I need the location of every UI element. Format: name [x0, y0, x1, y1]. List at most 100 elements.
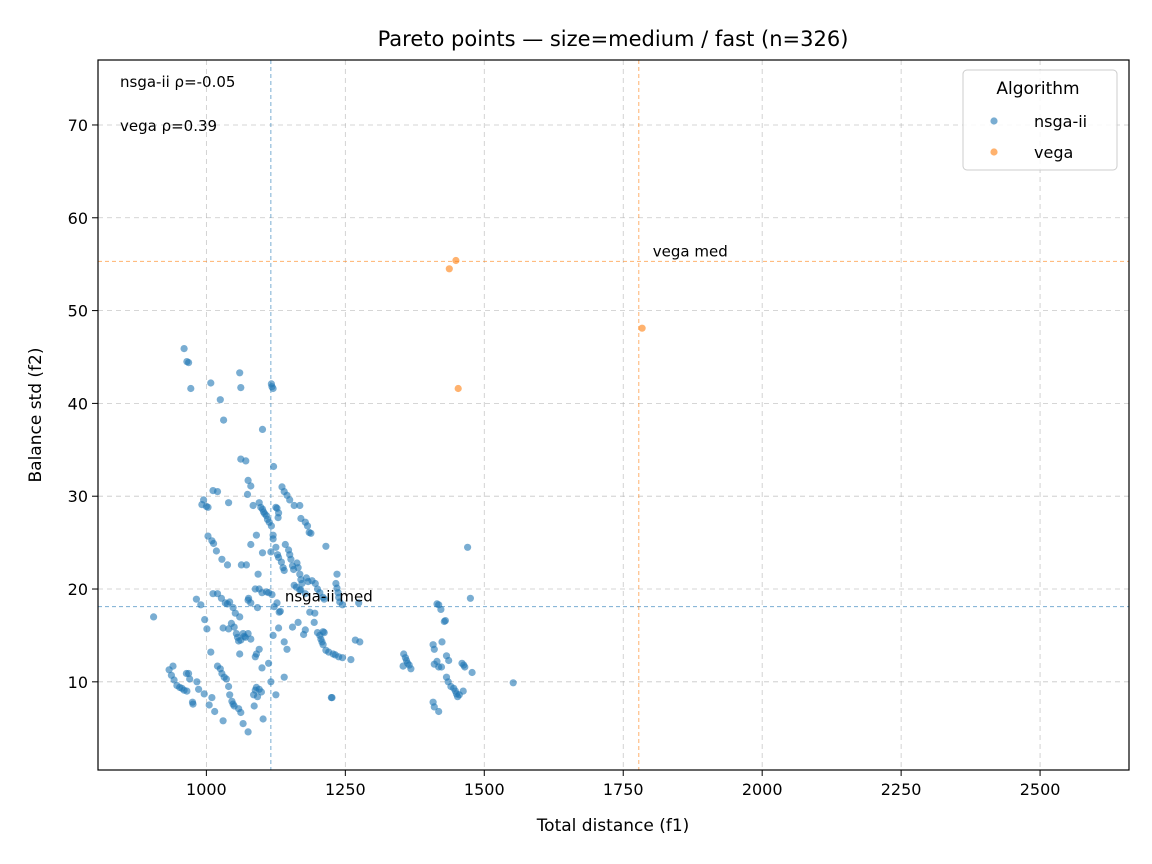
nsga-ii-point [193, 678, 201, 686]
nsga-ii-point [287, 555, 295, 563]
nsga-ii-point [286, 496, 294, 504]
nsga-ii-point [280, 566, 288, 575]
x-axis-label: Total distance (f1) [536, 816, 690, 836]
nsga-ii-point [258, 425, 267, 433]
nsga-ii-point [430, 703, 438, 711]
nsga-ii-point [242, 457, 250, 465]
nsga-ii-point [296, 501, 304, 510]
vega-points [445, 256, 646, 393]
nsga-ii-point [303, 522, 312, 530]
x-tick-label: 1500 [464, 780, 505, 799]
median-lines [98, 60, 1129, 770]
nsga-ii-point [222, 675, 230, 683]
nsga-ii-point [244, 476, 252, 484]
legend-marker-nsga-ii [990, 117, 998, 125]
x-tick-label: 1250 [325, 780, 366, 799]
nsga-ii-point [236, 650, 244, 658]
nsga-ii-point [296, 570, 304, 578]
vega-point [454, 384, 462, 393]
nsga-ii-point [459, 687, 467, 695]
legend-label-vega: vega [1034, 143, 1073, 162]
nsga-ii-point [311, 579, 319, 588]
nsga-ii-point [237, 384, 245, 392]
nsga-ii-point [310, 618, 318, 627]
nsga-ii-point [276, 607, 284, 615]
nsga-ii-point [464, 543, 472, 551]
y-tick-label: 40 [68, 394, 88, 413]
vega-correlation-label: vega ρ=0.39 [120, 117, 217, 135]
nsga-ii-point [254, 570, 262, 578]
vega-point [452, 256, 460, 265]
nsga-ii-point [270, 462, 278, 471]
nsga-ii-point [170, 676, 178, 684]
plot-frame [97, 59, 1130, 771]
nsga-ii-point [183, 687, 191, 695]
nsga-ii-point [180, 345, 188, 353]
nsga-ii-point [207, 379, 215, 387]
nsga-ii-point [437, 663, 446, 671]
nsga-ii-point [165, 666, 173, 674]
nsga-ii-point [338, 654, 347, 662]
nsga-ii-point [468, 668, 476, 677]
nsga-ii-point [244, 728, 252, 736]
nsga-ii-point [301, 590, 309, 598]
nsga-ii-point [210, 539, 218, 548]
nsga-ii-point [226, 598, 234, 606]
nsga-ii-point [247, 599, 255, 607]
x-tick-label: 2500 [1020, 780, 1061, 799]
nsga-ii-point [192, 595, 200, 603]
nsga-ii-point [280, 673, 288, 681]
nsga-ii-point [242, 561, 250, 569]
nsga-ii-point [189, 700, 197, 708]
nsga-ii-point [430, 645, 438, 653]
nsga-ii-point [281, 540, 289, 549]
nsga-ii-point [200, 690, 208, 698]
vega-median-label: vega med [653, 242, 728, 260]
x-tick-label: 1750 [603, 780, 644, 799]
nsga-ii-point [333, 570, 341, 578]
nsga-ii-point [255, 645, 263, 653]
nsga-ii-point [288, 623, 297, 631]
nsga-ii-point [237, 708, 245, 717]
nsga-ii-point [247, 635, 255, 643]
nsga-ii-point [195, 685, 203, 693]
nsga-ii-point [244, 630, 252, 638]
nsga-ii-point [298, 579, 306, 588]
legend-title: Algorithm [996, 79, 1079, 99]
y-tick-label: 70 [68, 116, 88, 135]
nsga-ii-point [204, 503, 212, 511]
nsga-ii-point [430, 660, 438, 668]
nsga-ii-point [249, 501, 257, 510]
nsga-ii-correlation-label: nsga-ii ρ=-0.05 [120, 73, 235, 91]
nsga-ii-point [294, 618, 302, 627]
nsga-ii-point [272, 543, 280, 551]
nsga-ii-point [185, 669, 193, 678]
legend: Algorithm nsga-ii vega [962, 69, 1118, 171]
y-tick-label: 10 [68, 673, 88, 692]
nsga-ii-point [223, 561, 232, 569]
legend-label-nsga-ii: nsga-ii [1034, 112, 1087, 131]
x-tick-label: 2000 [742, 780, 783, 799]
nsga-ii-point [509, 679, 517, 687]
nsga-ii-point [265, 659, 273, 667]
nsga-ii-points [150, 345, 517, 736]
nsga-ii-point [230, 623, 238, 631]
nsga-ii-point [277, 558, 285, 566]
nsga-ii-point [186, 675, 194, 683]
nsga-ii-point [301, 626, 309, 634]
nsga-ii-point [460, 661, 468, 669]
nsga-ii-point [294, 564, 302, 572]
nsga-ii-point [311, 609, 319, 617]
x-tick-label: 1000 [186, 780, 227, 799]
nsga-ii-point [269, 535, 277, 543]
chart-title: Pareto points — size=medium / fast (n=32… [378, 27, 849, 51]
nsga-ii-point [437, 605, 445, 614]
nsga-ii-point [226, 691, 234, 699]
nsga-ii-point [150, 613, 158, 621]
nsga-ii-point [268, 591, 276, 599]
nsga-ii-point [220, 416, 228, 424]
nsga-ii-point [243, 490, 252, 498]
vega-point [445, 265, 453, 273]
nsga-ii-point [225, 625, 233, 633]
